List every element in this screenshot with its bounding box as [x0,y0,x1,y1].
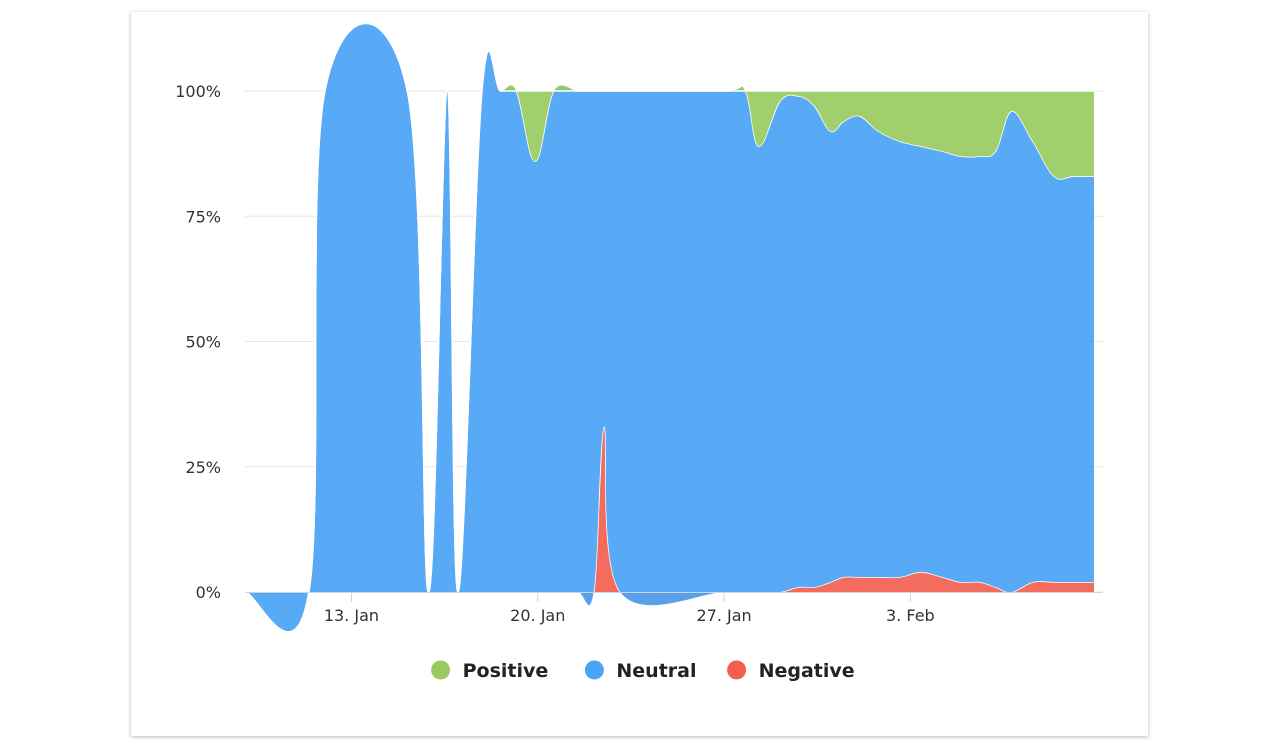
legend[interactable]: Positive Neutral Negative [431,660,855,682]
legend-label: Positive [463,660,549,682]
axis-layer: 0% 25% 50% 75% 100% 13. Jan 20. Jan 27. Jan 3. F… [175,82,1103,625]
sentiment-area-chart: 0% 25% 50% 75% 100% 13. Jan 20. Jan 27. Jan 3. F… [175,22,1103,682]
legend-marker [431,660,451,680]
x-tick-label: 3. Feb [886,606,935,625]
y-tick-label: 100% [175,82,221,101]
x-tick-label: 20. Jan [510,606,565,625]
y-tick-label: 75% [185,207,221,226]
y-tick-label: 25% [185,458,221,477]
legend-item-positive[interactable]: Positive [431,660,548,682]
area-series-layer [244,22,1094,633]
legend-label: Negative [759,660,855,682]
legend-label: Neutral [616,660,696,682]
y-tick-label: 50% [185,333,221,352]
area-neutral[interactable] [245,23,1094,633]
legend-marker [584,660,604,680]
y-tick-label: 0% [196,583,221,602]
legend-item-negative[interactable]: Negative [727,660,855,682]
x-tick-label: 27. Jan [696,606,751,625]
area-edge-positive [244,22,1094,633]
legend-item-neutral[interactable]: Neutral [584,660,697,682]
x-tick-label: 13. Jan [324,606,379,625]
legend-marker [727,660,747,680]
chart-card: 0% 25% 50% 75% 100% 13. Jan 20. Jan 27. Jan 3. F… [131,12,1148,736]
